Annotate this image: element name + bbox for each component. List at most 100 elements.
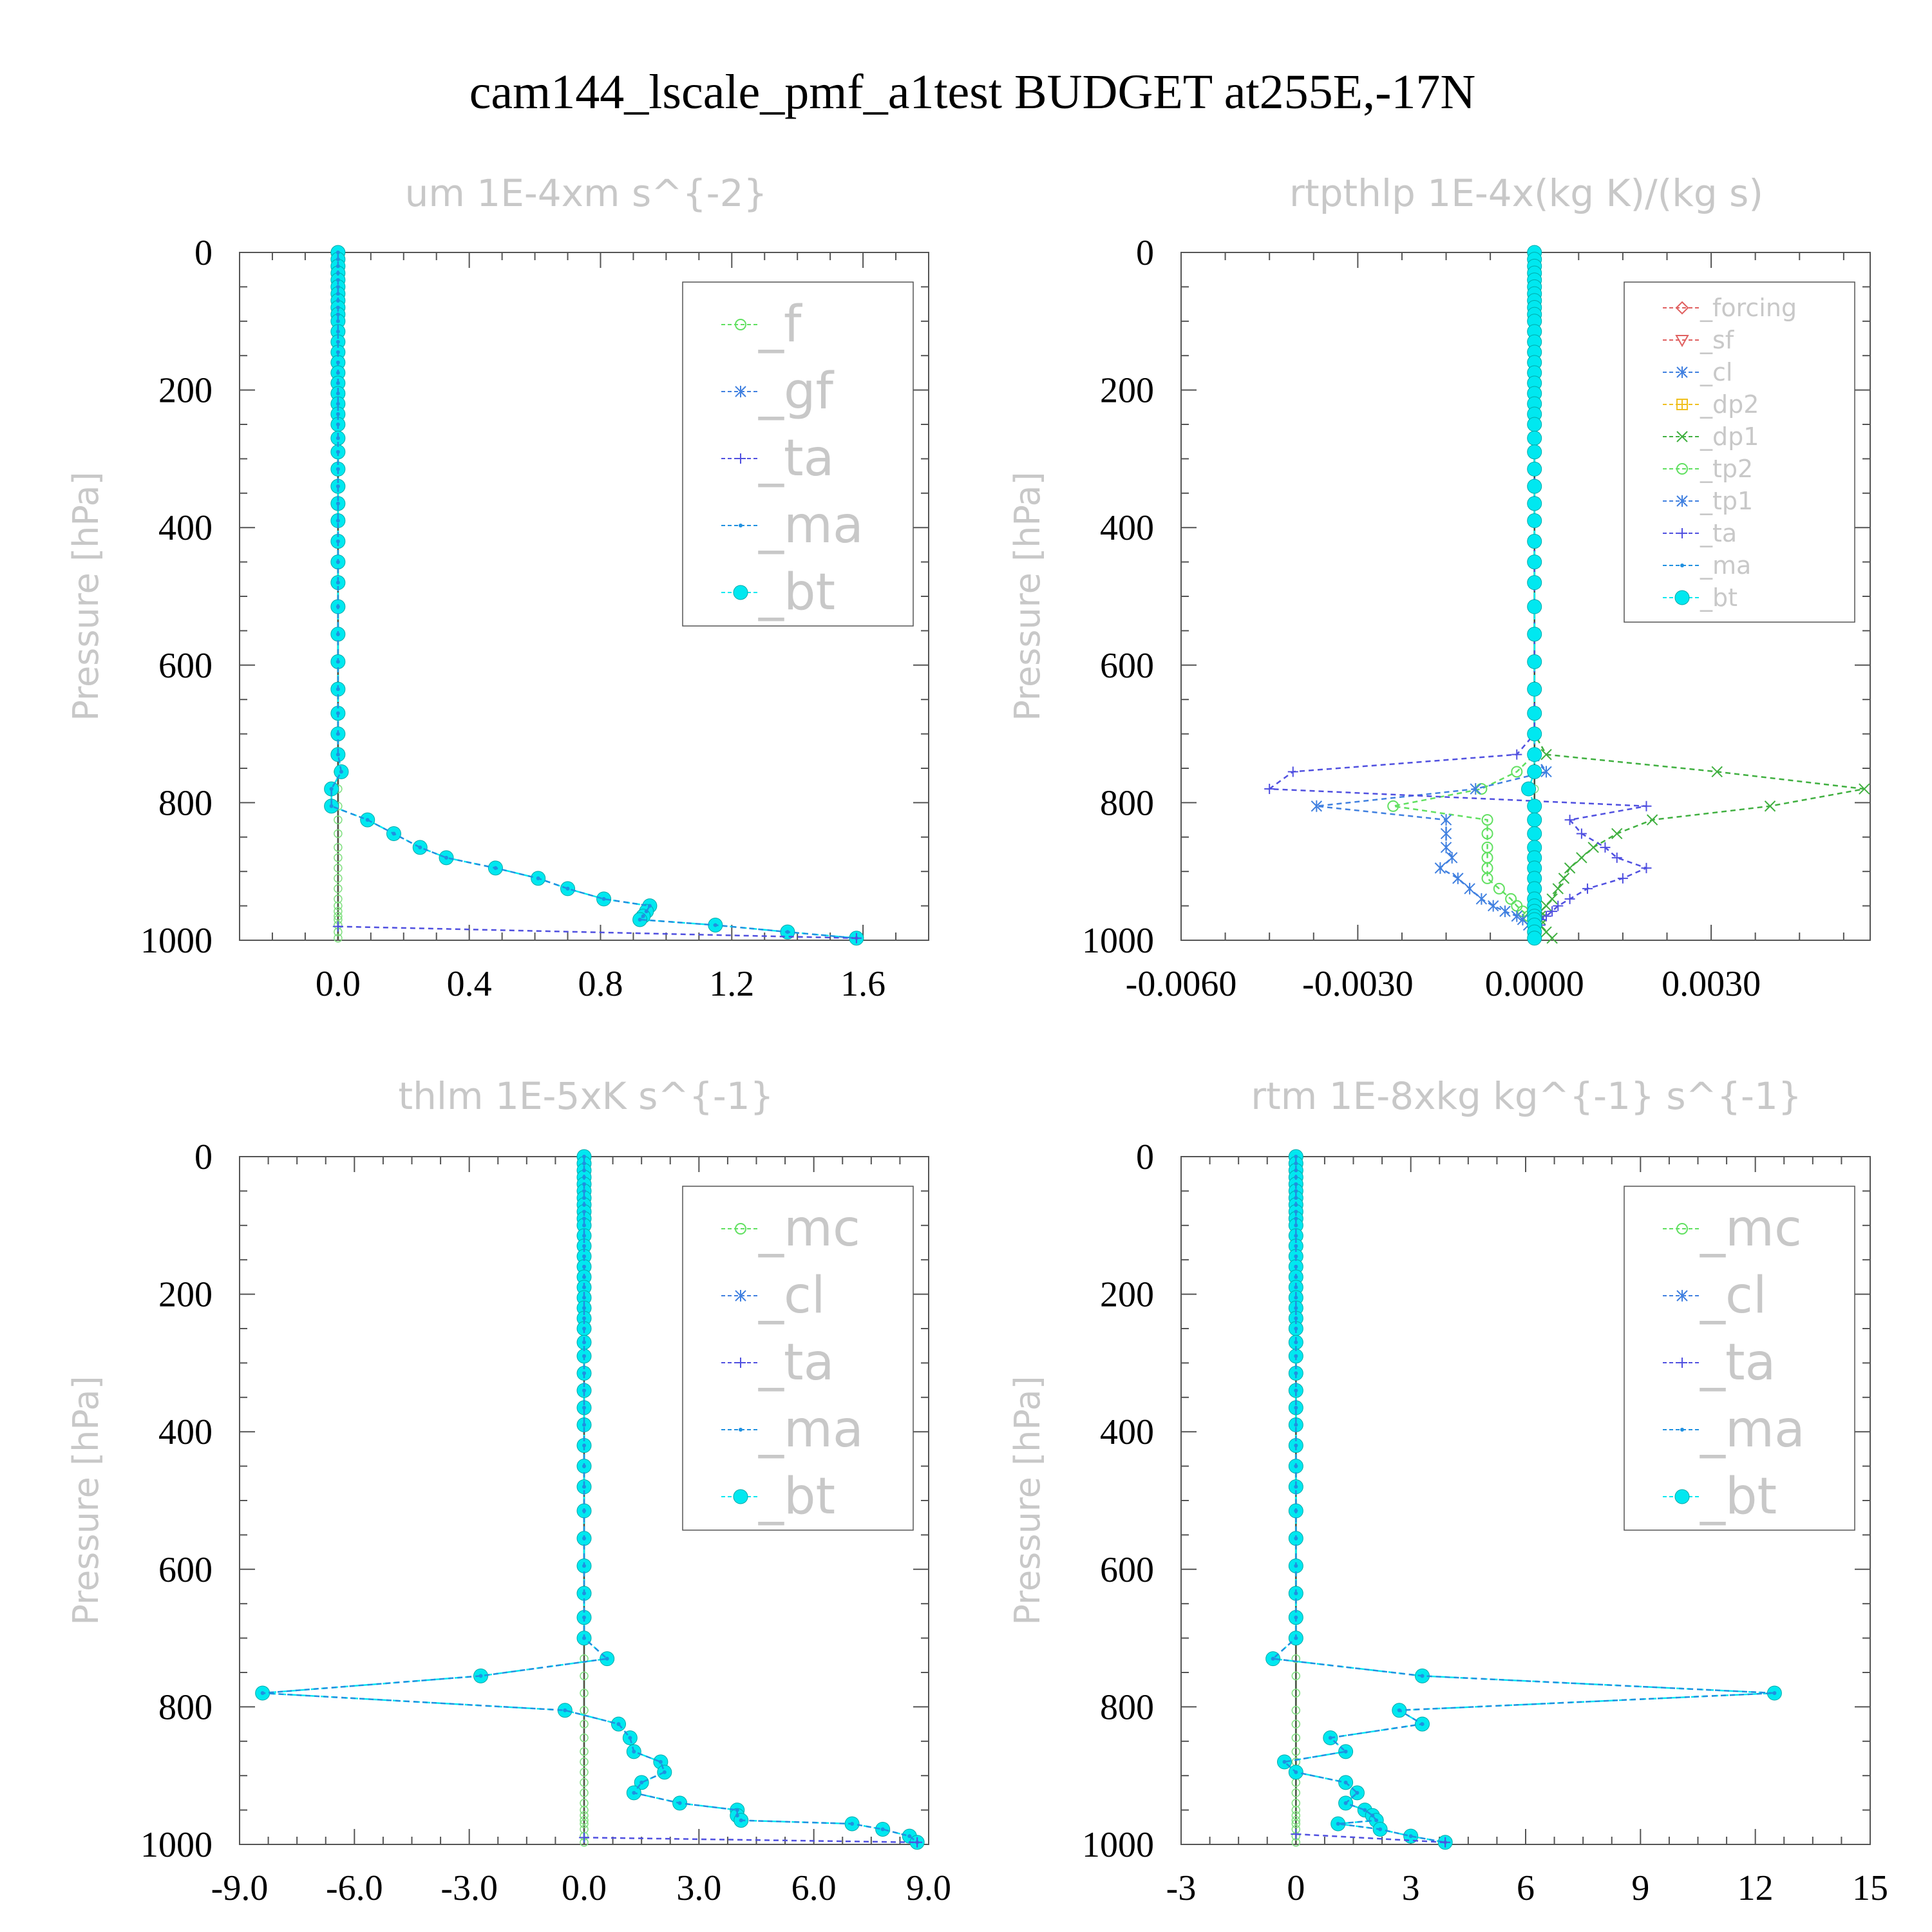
point-ma — [632, 1790, 636, 1795]
point-ma — [582, 1354, 586, 1358]
point-ma — [582, 1161, 586, 1166]
legend-marker — [1676, 431, 1688, 442]
point-ma — [1294, 1223, 1298, 1227]
point-ma — [1294, 1340, 1298, 1345]
zero-series-point — [580, 1747, 589, 1756]
point-ta — [1611, 852, 1622, 863]
point-ma — [641, 914, 645, 918]
point-ma — [329, 804, 334, 808]
y-tick-label: 1000 — [1082, 921, 1154, 961]
legend-box — [682, 281, 914, 627]
point-ma — [677, 1801, 682, 1805]
y-tick-label: 0 — [1136, 233, 1154, 273]
legend-label: _cl — [758, 1267, 826, 1325]
zero-series-point — [580, 1671, 589, 1681]
point-ma — [336, 312, 340, 317]
y-tick-label: 600 — [158, 646, 213, 686]
point-ma — [582, 1295, 586, 1300]
point-ma — [336, 298, 340, 303]
legend-marker — [1677, 528, 1687, 538]
point-ma — [1378, 1827, 1383, 1832]
zero-series-point — [1291, 1654, 1301, 1663]
point-ma — [582, 1464, 586, 1468]
point-ma — [1294, 1388, 1298, 1393]
point-dp1 — [1546, 893, 1558, 905]
point-ta — [579, 1832, 589, 1843]
point-tp1 — [1540, 766, 1552, 778]
point-bt — [1527, 931, 1542, 946]
point-ma — [1294, 1464, 1298, 1468]
legend-label: _f — [758, 296, 802, 354]
point-ma — [1343, 1801, 1348, 1805]
point-ma — [1408, 1834, 1413, 1839]
point-ma — [582, 1168, 586, 1173]
y-tick-label: 600 — [158, 1550, 213, 1590]
point-bt — [1527, 726, 1542, 742]
point-ma — [582, 1217, 586, 1221]
point-ma — [336, 501, 340, 506]
point-ma — [336, 350, 340, 354]
point-ma — [1294, 1155, 1298, 1159]
legend-box — [682, 1186, 914, 1531]
legend-label: _cl — [1700, 358, 1732, 386]
point-ma — [1294, 1196, 1298, 1200]
point-ma — [336, 381, 340, 385]
point-ma — [628, 1736, 632, 1740]
point-ma — [336, 632, 340, 636]
point-ma — [336, 257, 340, 261]
zero-series-point — [1291, 1805, 1301, 1815]
zero-series-point — [334, 853, 343, 862]
point-ma — [336, 412, 340, 416]
point-ma — [582, 1636, 586, 1640]
series-line-bt — [1271, 1157, 1775, 1844]
point-ma — [336, 560, 340, 564]
point-ma — [1294, 1175, 1298, 1180]
point-ma — [1294, 1405, 1298, 1410]
zero-series-point — [580, 1788, 589, 1797]
point-dp1 — [1711, 766, 1723, 778]
point-ma — [582, 1371, 586, 1376]
point-ma — [336, 329, 340, 334]
legend-box — [1624, 1186, 1855, 1531]
panel-3: thlm 1E-5xK s^{-1} 0 200 400 600 800 1000-9.0 -… — [66, 1074, 951, 1908]
x-tick-label: 0 — [1287, 1868, 1305, 1908]
point-bt — [1527, 534, 1542, 549]
point-tp1 — [1440, 814, 1452, 826]
point-tp1 — [1311, 800, 1323, 812]
point-ma — [644, 909, 649, 914]
series-line-ta — [337, 925, 857, 940]
point-ma — [1363, 1808, 1367, 1812]
point-bt — [1527, 554, 1542, 570]
y-axis-label: Pressure [hPa] — [66, 1376, 106, 1625]
x-tick-label: 9 — [1631, 1868, 1649, 1908]
point-bt — [1527, 513, 1542, 529]
x-tick-label: -3 — [1166, 1868, 1197, 1908]
point-ta — [1541, 911, 1552, 922]
point-dp1 — [1552, 883, 1564, 895]
point-ma — [336, 484, 340, 489]
point-ma — [336, 319, 340, 323]
point-ma — [336, 278, 340, 282]
point-ma — [638, 917, 642, 922]
point-ta — [332, 921, 343, 932]
point-ta — [1617, 873, 1628, 884]
y-tick-label: 200 — [158, 1275, 213, 1315]
point-ma — [601, 896, 606, 901]
point-ma — [336, 370, 340, 375]
y-tick-label: 1000 — [140, 921, 213, 961]
legend-label: _gf — [758, 363, 835, 421]
point-ma — [739, 1818, 743, 1823]
point-ta — [1553, 900, 1564, 911]
zero-series-point — [334, 843, 343, 852]
point-tp2 — [1505, 893, 1517, 905]
point-ma — [339, 770, 343, 774]
zero-series-point — [334, 829, 343, 838]
zero-series-point — [334, 864, 343, 873]
point-ma — [1374, 1818, 1379, 1823]
point-ma — [336, 711, 340, 715]
point-ma — [582, 1274, 586, 1279]
x-tick-label: 1.6 — [840, 964, 886, 1004]
legend-label: _tp1 — [1700, 487, 1753, 515]
point-ma — [336, 401, 340, 406]
